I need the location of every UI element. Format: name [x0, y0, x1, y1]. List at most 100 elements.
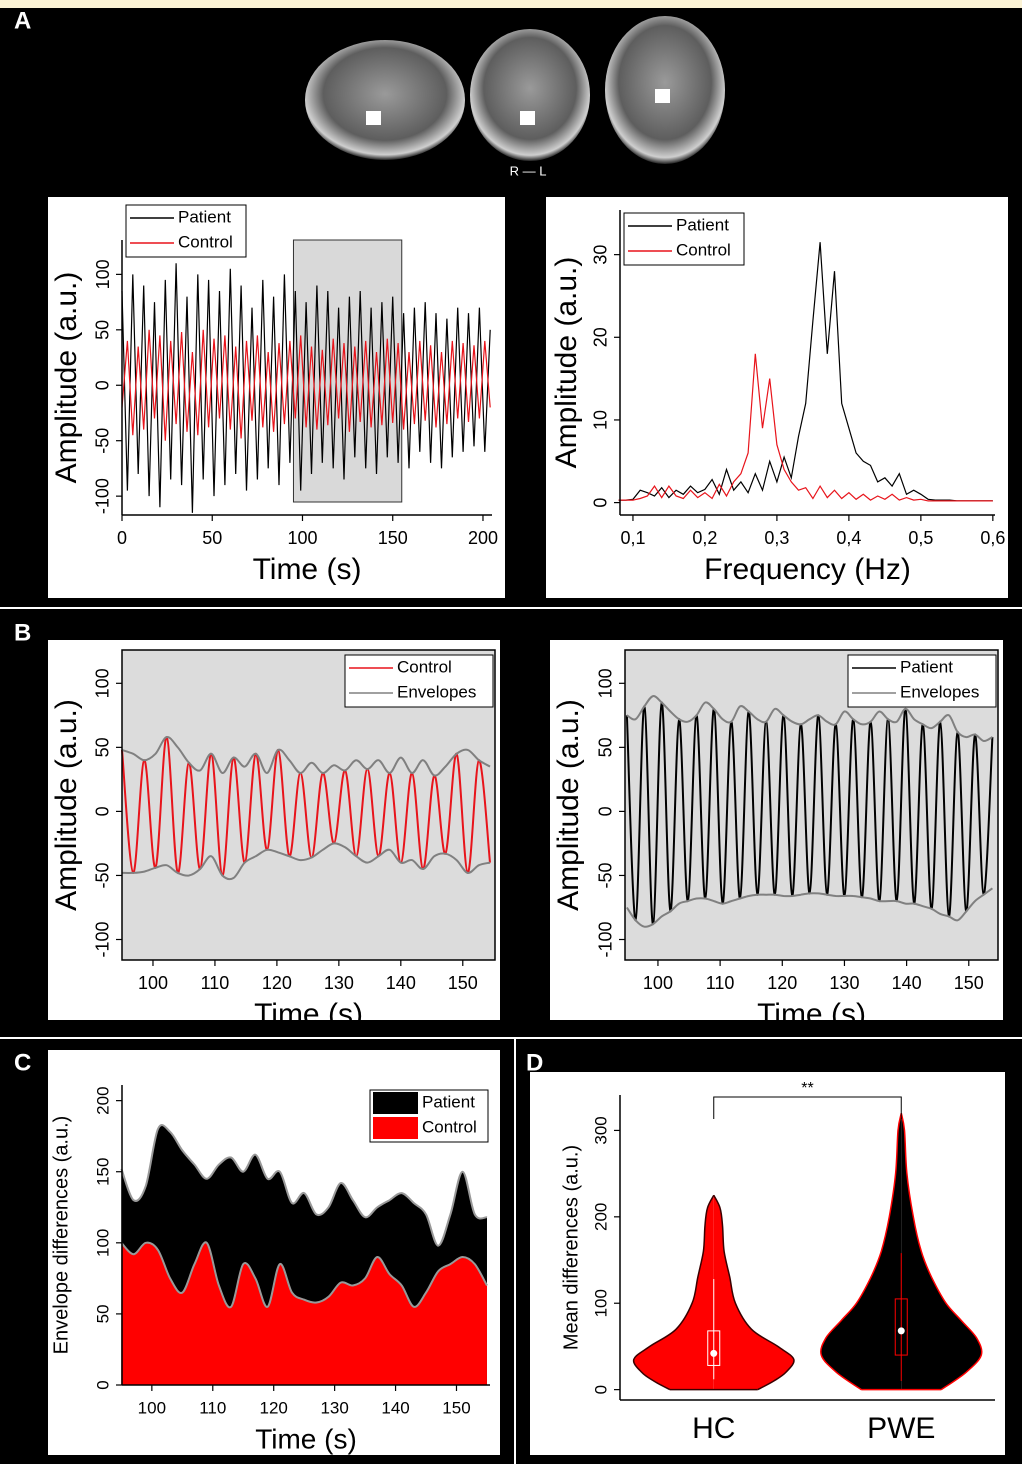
series-line [121, 329, 491, 441]
roi-marker [366, 111, 381, 125]
legend-box [125, 204, 247, 258]
x-tick-label: PWE [867, 1412, 935, 1445]
panel-label: B [14, 619, 31, 646]
x-tick-label: 140 [892, 973, 922, 993]
violin-half [713, 1195, 794, 1390]
x-tick-label: 100 [643, 973, 673, 993]
area-fill [121, 1242, 487, 1385]
violin-outline [713, 1194, 795, 1391]
legend-label: Control [676, 240, 731, 259]
x-tick-label: 100 [138, 973, 168, 993]
x-axis-title: Frequency (Hz) [704, 553, 911, 586]
y-axis-title: Mean differences (a.u.) [560, 1145, 582, 1350]
violin-half [820, 1113, 902, 1390]
x-tick-label: 110 [706, 973, 735, 993]
x-tick-label: HC [692, 1412, 735, 1445]
series-line [121, 736, 491, 777]
x-tick-label: 120 [767, 973, 797, 993]
chart-panel [546, 197, 1008, 598]
x-tick-label: 140 [381, 1398, 409, 1417]
x-tick-label: 130 [829, 973, 859, 993]
x-axis-title: Time (s) [253, 553, 362, 586]
x-tick-label: 50 [202, 528, 222, 548]
y-tick-label: -100 [596, 921, 616, 957]
panel-label: C [14, 1049, 31, 1076]
x-tick-label: 0,3 [764, 528, 789, 548]
y-axis-title: Amplitude (a.u.) [50, 699, 83, 911]
y-tick-label: -100 [93, 478, 113, 514]
median [710, 1349, 718, 1357]
box [894, 1298, 908, 1356]
violin-half [633, 1195, 714, 1390]
legend-label: Patient [422, 1092, 475, 1111]
x-tick-label: 0,5 [908, 528, 933, 548]
x-tick-label: 130 [320, 1398, 348, 1417]
series-line [618, 353, 993, 502]
legend-label: Control [422, 1117, 477, 1136]
box [707, 1330, 721, 1366]
y-tick-label: 100 [93, 1229, 112, 1257]
legend-swatch [373, 1092, 418, 1114]
y-tick-label: 100 [596, 668, 616, 698]
y-tick-label: 50 [93, 1304, 112, 1323]
y-axis-title: Amplitude (a.u.) [552, 699, 585, 911]
y-tick-label: 200 [591, 1203, 610, 1231]
y-tick-label: -50 [93, 428, 113, 454]
y-tick-label: -50 [93, 862, 113, 888]
y-tick-label: 200 [93, 1086, 112, 1114]
y-tick-label: 0 [93, 806, 113, 816]
series-line [121, 263, 491, 513]
y-tick-label: -100 [93, 921, 113, 957]
sagittal-slice [305, 40, 465, 160]
y-tick-label: 0 [591, 498, 611, 508]
y-tick-label: -50 [596, 862, 616, 888]
x-tick-label: 0,2 [692, 528, 717, 548]
legend-label: Patient [676, 215, 729, 234]
x-tick-label: 150 [954, 973, 984, 993]
plot-frame [121, 649, 496, 961]
panel-label: D [526, 1049, 543, 1076]
legend-label: Envelopes [900, 682, 979, 701]
y-tick-label: 0 [591, 1385, 610, 1394]
top-strip [0, 0, 1022, 8]
significance-bracket [713, 1096, 902, 1119]
x-tick-label: 150 [448, 973, 478, 993]
x-tick-label: 150 [442, 1398, 470, 1417]
y-tick-label: 0 [93, 380, 113, 390]
x-tick-label: 110 [199, 1398, 226, 1417]
violin-half [901, 1113, 982, 1390]
series-line [626, 695, 993, 743]
y-tick-label: 50 [93, 320, 113, 340]
x-tick-label: 0,4 [836, 528, 861, 548]
brain-images: R — L [305, 16, 725, 178]
y-tick-label: 150 [93, 1158, 112, 1186]
y-tick-label: 100 [591, 1289, 610, 1317]
legend-box [344, 654, 494, 708]
x-tick-label: 150 [378, 528, 408, 548]
coronal-slice [470, 29, 590, 161]
x-tick-label: 0 [117, 528, 127, 548]
area-outline [120, 1124, 488, 1247]
panel-label: A [14, 7, 31, 34]
x-tick-label: 0,1 [620, 528, 645, 548]
x-tick-label: 110 [201, 973, 230, 993]
roi-marker [520, 111, 535, 125]
y-tick-label: 10 [591, 410, 611, 430]
violin-outline [820, 1112, 903, 1391]
y-tick-label: 50 [93, 737, 113, 757]
series-line [618, 242, 993, 502]
x-axis-title: Time (s) [255, 1423, 357, 1454]
x-tick-label: 130 [324, 973, 354, 993]
y-tick-label: 30 [591, 245, 611, 265]
annotation: ** [801, 1080, 813, 1097]
x-tick-label: 120 [262, 973, 292, 993]
y-tick-label: 50 [596, 737, 616, 757]
area-outline [120, 1241, 488, 1309]
violin-outline [632, 1194, 715, 1391]
brain-caption: R — L [510, 163, 547, 178]
y-tick-label: 100 [93, 668, 113, 698]
y-tick-label: 300 [591, 1116, 610, 1144]
x-tick-label: 200 [468, 528, 498, 548]
